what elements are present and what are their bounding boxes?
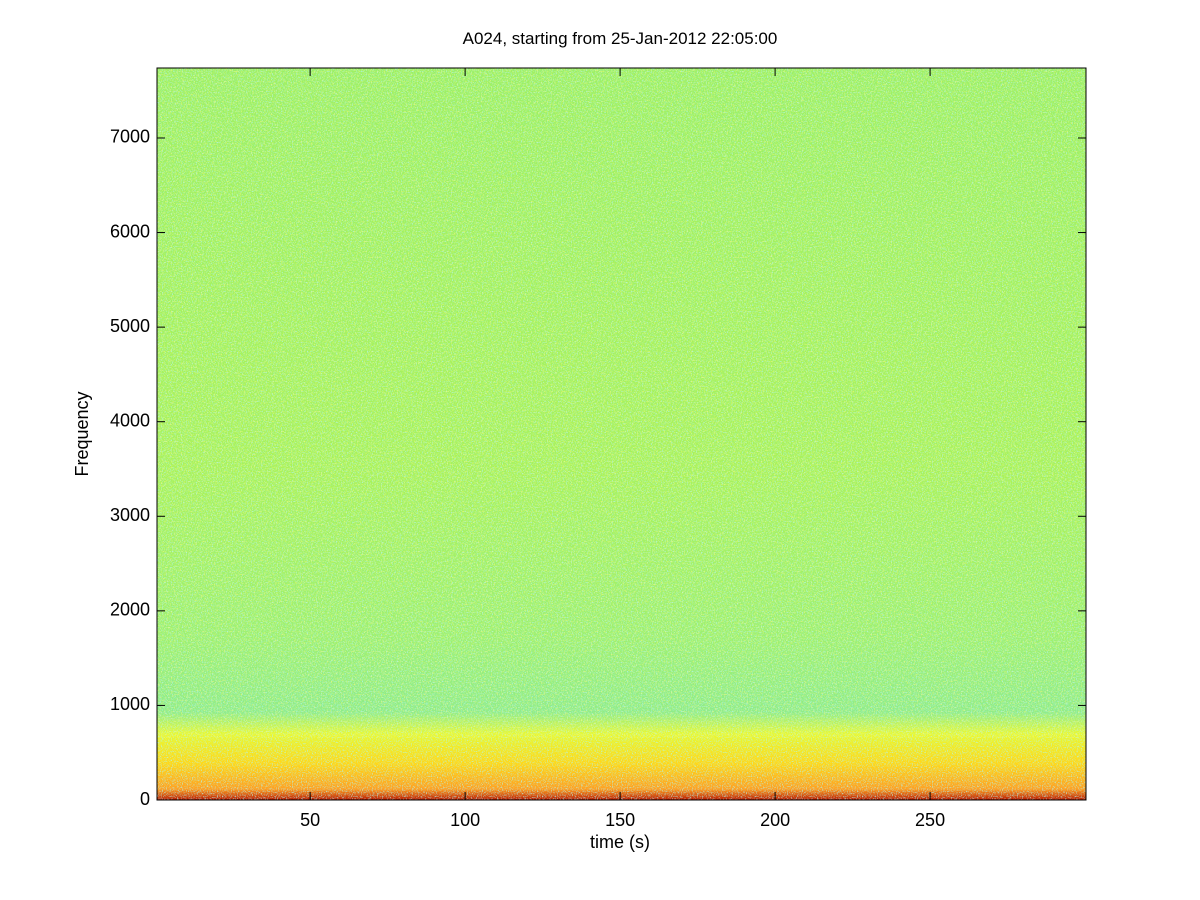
y-tick-label: 7000 [110,127,150,147]
x-tick-label: 250 [915,810,945,830]
y-tick-label: 6000 [110,221,150,241]
chart-title: A024, starting from 25-Jan-2012 22:05:00 [463,29,778,48]
y-tick-label: 2000 [110,600,150,620]
y-tick-label: 5000 [110,316,150,336]
x-tick-label: 200 [760,810,790,830]
plot-frame [156,67,1087,801]
y-tick-label: 4000 [110,410,150,430]
y-tick-label: 3000 [110,505,150,525]
spectrogram-texture [157,68,1086,738]
spectrogram-image [157,68,1086,800]
y-tick-label: 1000 [110,694,150,714]
x-axis-label: time (s) [590,832,650,852]
x-tick-label: 150 [605,810,635,830]
x-tick-label: 100 [450,810,480,830]
x-tick-label: 50 [300,810,320,830]
y-tick-label: 0 [140,789,150,809]
y-axis-label: Frequency [72,391,92,476]
